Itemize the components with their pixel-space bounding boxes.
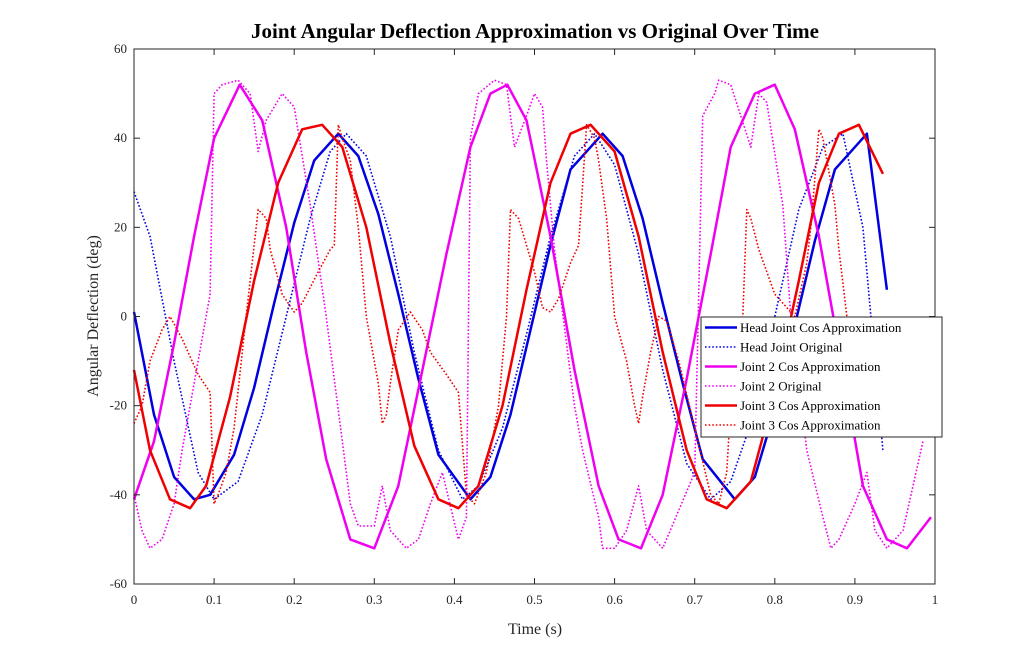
x-tick-label: 0 <box>131 592 138 607</box>
y-tick-label: -60 <box>110 576 127 591</box>
x-tick-label: 0.4 <box>446 592 463 607</box>
x-tick-label: 0.9 <box>847 592 863 607</box>
legend-entry-label: Joint 2 Original <box>740 379 822 394</box>
series-line-1 <box>132 132 889 501</box>
legend-entry-label: Head Joint Cos Approximation <box>740 320 902 335</box>
series-line-2 <box>133 132 884 501</box>
y-tick-label: 60 <box>114 41 127 56</box>
x-tick-label: 0.1 <box>206 592 222 607</box>
series-line-5 <box>132 123 885 510</box>
legend-entry-label: Joint 3 Cos Approximation <box>740 398 881 413</box>
x-tick-label: 0.7 <box>687 592 704 607</box>
legend: Head Joint Cos Approximation Head Joint O… <box>700 316 943 438</box>
x-tick-label: 0.8 <box>767 592 783 607</box>
x-tick-label: 0.6 <box>606 592 623 607</box>
y-tick-label: -40 <box>110 487 127 502</box>
x-tick-label: 1 <box>932 592 939 607</box>
y-tick-label: -20 <box>110 398 127 413</box>
legend-entry-label: Head Joint Original <box>740 340 843 355</box>
series-line-6 <box>133 124 848 505</box>
legend-entry-label: Joint 2 Cos Approximation <box>740 359 881 374</box>
y-tick-label: 0 <box>121 309 128 324</box>
series-line-3 <box>132 83 932 550</box>
plot-lines <box>132 79 932 550</box>
axis-ticks: 0 0.1 0.2 0.3 0.4 0.5 0.6 0.7 0.8 0.9 1 -60 -40 -20 0 2… <box>110 41 939 607</box>
y-tick-label: 40 <box>114 130 127 145</box>
legend-entry-label: Joint 3 Cos Approximation <box>740 418 881 433</box>
series-line-4 <box>133 79 924 550</box>
x-tick-label: 0.2 <box>286 592 302 607</box>
chart-title: Joint Angular Deflection Approximation v… <box>251 19 819 43</box>
x-tick-label: 0.3 <box>366 592 382 607</box>
y-axis-label: Angular Deflection (deg) <box>85 235 102 397</box>
y-tick-label: 20 <box>114 219 127 234</box>
x-tick-label: 0.5 <box>526 592 542 607</box>
x-axis-label: Time (s) <box>508 621 562 638</box>
legend-box <box>700 316 943 438</box>
